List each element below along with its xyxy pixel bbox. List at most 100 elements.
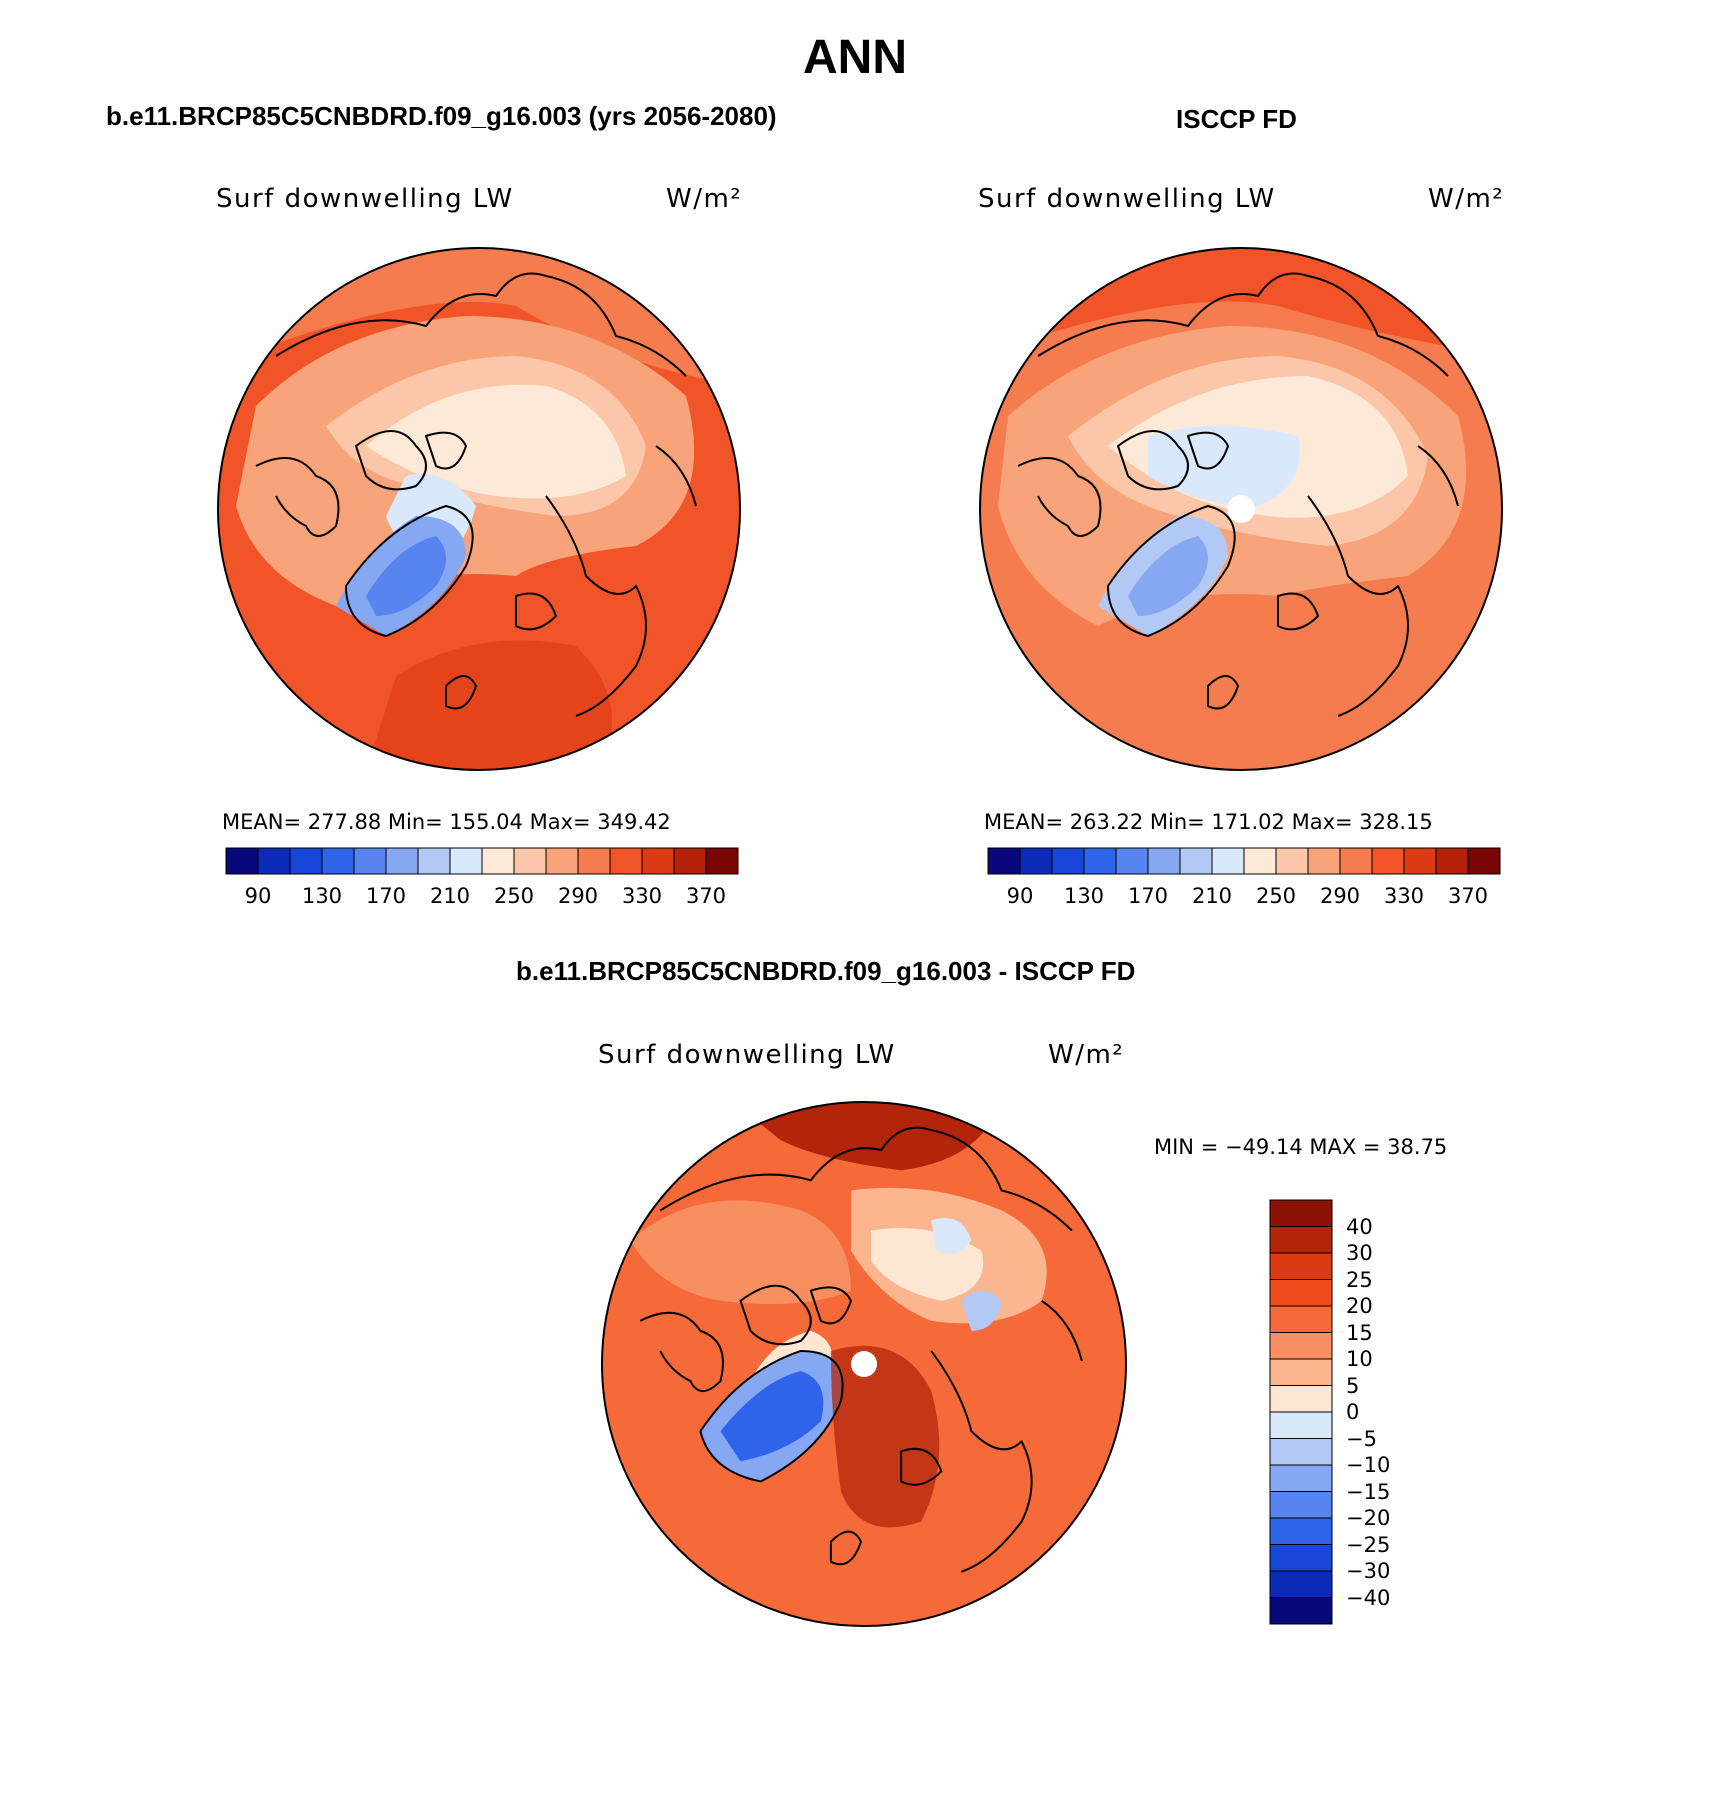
diff-atlantic-high (830, 1345, 940, 1528)
model-colorbar-tick-label: 250 (493, 884, 535, 908)
model-coastlines (255, 272, 697, 717)
diff-colorbar-tick-label: 30 (1346, 1241, 1373, 1265)
obs-coastlines (1017, 272, 1459, 717)
obs-colorbar-swatch (1083, 847, 1117, 875)
diff-colorbar-swatch (1269, 1517, 1333, 1545)
model-greenland-core (366, 536, 446, 616)
obs-colorbar-swatch (1179, 847, 1213, 875)
diff-colorbar-swatch (1269, 1491, 1333, 1519)
diff-colorbar-swatch (1269, 1464, 1333, 1492)
obs-colorbar-tick-label: 370 (1447, 884, 1489, 908)
diff-colorbar-swatch (1269, 1411, 1333, 1439)
diff-pacific-high (730, 1102, 1002, 1171)
obs-colorbar-swatch (1435, 847, 1469, 875)
obs-colorbar-tick-label: 210 (1191, 884, 1233, 908)
model-polar-map (217, 247, 741, 771)
obs-colorbar-swatch (1339, 847, 1373, 875)
diff-colorbar-tick-label: 10 (1346, 1347, 1373, 1371)
model-colorbar-swatch (289, 847, 323, 875)
model-colorbar-labels: 90 130 170 210 250 290 330 370 (226, 884, 738, 910)
model-colorbar-tick-label: 370 (685, 884, 727, 908)
diff-colorbar-tick-label: 0 (1346, 1400, 1360, 1424)
obs-colorbar-tick-label: 330 (1383, 884, 1425, 908)
diff-colorbar-swatch (1269, 1438, 1333, 1466)
diff-colorbar-swatch (1269, 1570, 1333, 1598)
obs-central-arctic (1148, 426, 1300, 506)
model-colorbar-swatch (513, 847, 547, 875)
diff-case-title: b.e11.BRCP85C5CNBDRD.f09_g16.003 - ISCCP… (516, 956, 1136, 986)
obs-pole-missing (1227, 495, 1255, 523)
diff-colorbar-tick-label: −20 (1346, 1506, 1391, 1530)
diff-alaska-negative (931, 1217, 972, 1254)
diff-variable-label: Surf downwelling LW (598, 1040, 896, 1070)
obs-colorbar-swatch (1211, 847, 1245, 875)
obs-colorbar-tick-label: 170 (1127, 884, 1169, 908)
obs-variable-label: Surf downwelling LW (978, 184, 1276, 214)
model-stats: MEAN= 277.88 Min= 155.04 Max= 349.42 (222, 810, 671, 834)
obs-colorbar-tick-label: 250 (1255, 884, 1297, 908)
obs-map-border (979, 247, 1503, 771)
diff-colorbar-swatch (1269, 1252, 1333, 1280)
diff-colorbar-labels: 40 30 25 20 15 10 5 0 −5 −10 −15 −20 −25 −30 −40 (1346, 1200, 1426, 1624)
model-colorbar (225, 847, 739, 875)
obs-colorbar-tick-label: 90 (1006, 884, 1034, 908)
model-map-border (217, 247, 741, 771)
obs-units-label: W/m² (1428, 184, 1505, 214)
obs-colorbar-swatch (1307, 847, 1341, 875)
diff-greenland-core (720, 1371, 824, 1462)
model-variable-label: Surf downwelling LW (216, 184, 514, 214)
model-colorbar-swatch (257, 847, 291, 875)
diff-colorbar-swatch (1269, 1332, 1333, 1360)
diff-siberia-mid (630, 1200, 851, 1305)
diff-colorbar-tick-label: −25 (1346, 1532, 1391, 1557)
obs-colorbar-swatch (1019, 847, 1053, 875)
model-case-title: b.e11.BRCP85C5CNBDRD.f09_g16.003 (yrs 20… (106, 101, 777, 131)
obs-colorbar-swatch (1243, 847, 1277, 875)
obs-stats: MEAN= 263.22 Min= 171.02 Max= 328.15 (984, 810, 1433, 834)
diff-colorbar-swatch (1269, 1199, 1333, 1227)
obs-colorbar-tick-label: 130 (1063, 884, 1105, 908)
model-colorbar-swatch (417, 847, 451, 875)
diff-colorbar-swatch (1269, 1544, 1333, 1572)
diff-colorbar-tick-label: 25 (1346, 1267, 1373, 1292)
obs-colorbar-tick-label: 290 (1319, 884, 1361, 908)
diff-colorbar-swatch (1269, 1226, 1333, 1254)
model-colorbar-swatch (641, 847, 675, 875)
diff-colorbar-swatch (1269, 1279, 1333, 1307)
model-colorbar-swatch (577, 847, 611, 875)
diff-coastlines (639, 1126, 1083, 1573)
model-colorbar-tick-label: 130 (301, 884, 343, 908)
model-colorbar-swatch (545, 847, 579, 875)
obs-colorbar-labels: 90 130 170 210 250 290 330 370 (988, 884, 1500, 910)
obs-colorbar-swatch (1371, 847, 1405, 875)
obs-colorbar (987, 847, 1501, 875)
diff-colorbar (1269, 1199, 1333, 1625)
diff-colorbar-tick-label: −15 (1346, 1479, 1391, 1504)
diff-colorbar-swatch (1269, 1597, 1333, 1625)
model-colorbar-swatch (673, 847, 707, 875)
diff-pole-missing (850, 1350, 878, 1378)
obs-colorbar-swatch (1403, 847, 1437, 875)
diff-colorbar-tick-label: −40 (1346, 1585, 1391, 1610)
model-colorbar-swatch (449, 847, 483, 875)
model-units-label: W/m² (666, 184, 743, 214)
diff-colorbar-swatch (1269, 1305, 1333, 1333)
diff-polar-map (601, 1101, 1127, 1627)
model-arctic-core (366, 384, 626, 499)
obs-colorbar-swatch (1467, 847, 1501, 875)
obs-colorbar-swatch (1115, 847, 1149, 875)
diff-canada-negative (961, 1290, 1002, 1331)
model-colorbar-swatch (353, 847, 387, 875)
model-atlantic-warm (366, 640, 612, 770)
obs-colorbar-swatch (987, 847, 1021, 875)
diff-colorbar-tick-label: −5 (1346, 1426, 1377, 1451)
model-colorbar-swatch (705, 847, 739, 875)
model-colorbar-tick-label: 210 (429, 884, 471, 908)
diff-colorbar-tick-label: 5 (1346, 1373, 1360, 1398)
model-colorbar-tick-label: 90 (244, 884, 272, 908)
model-colorbar-swatch (481, 847, 515, 875)
obs-greenland-core (1128, 536, 1208, 616)
diff-colorbar-tick-label: 15 (1346, 1320, 1373, 1345)
model-colorbar-swatch (385, 847, 419, 875)
model-colorbar-swatch (225, 847, 259, 875)
